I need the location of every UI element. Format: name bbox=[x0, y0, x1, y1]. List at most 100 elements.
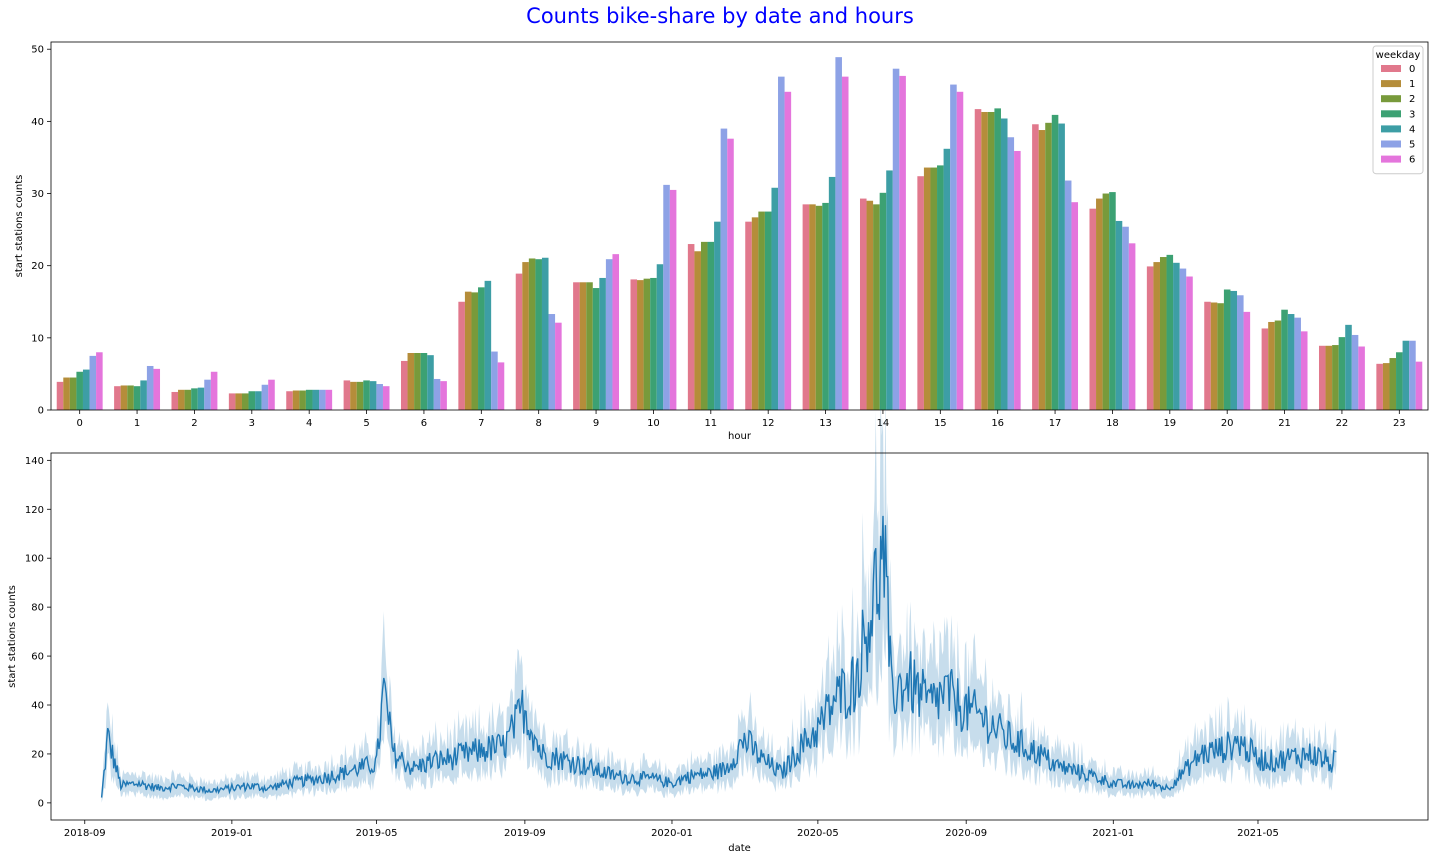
bar-y-axis-label: start stations counts bbox=[14, 175, 25, 278]
bar-hour-4-weekday-2 bbox=[299, 390, 306, 410]
bar-hour-9-weekday-6 bbox=[612, 254, 620, 410]
legend-swatch-weekday-1 bbox=[1381, 80, 1401, 88]
bar-hour-2-weekday-4 bbox=[197, 387, 205, 410]
bar-hour-23-weekday-5 bbox=[1409, 340, 1416, 410]
bar-hour-13-weekday-6 bbox=[841, 76, 849, 410]
bar-hour-23-weekday-1 bbox=[1382, 363, 1390, 410]
bar-hour-22-weekday-6 bbox=[1358, 346, 1365, 410]
bar-plot-frame bbox=[50, 41, 1429, 411]
bar-hour-13-weekday-4 bbox=[828, 176, 836, 410]
bar-hour-5-weekday-6 bbox=[382, 386, 390, 410]
bar-hour-14-weekday-2 bbox=[873, 204, 880, 410]
legend-label-weekday-5: 5 bbox=[1409, 140, 1415, 151]
legend-label-weekday-2: 2 bbox=[1409, 94, 1415, 105]
bar-hour-9-weekday-0 bbox=[573, 282, 580, 410]
bar-hour-8-weekday-0 bbox=[515, 273, 523, 410]
line-y-tick-label: 120 bbox=[25, 505, 44, 516]
line-x-axis-label: date bbox=[728, 843, 751, 854]
bar-hour-10-weekday-0 bbox=[630, 279, 638, 410]
bar-x-tick-label: 6 bbox=[421, 418, 427, 429]
line-y-tick-label: 40 bbox=[31, 701, 44, 712]
bar-hour-16-weekday-0 bbox=[974, 109, 982, 411]
legend-label-weekday-1: 1 bbox=[1409, 79, 1415, 90]
bar-hour-12-weekday-4 bbox=[771, 187, 779, 410]
bar-hour-22-weekday-3 bbox=[1338, 337, 1346, 410]
bar-hour-0-weekday-2 bbox=[69, 377, 77, 410]
bar-hour-20-weekday-1 bbox=[1210, 302, 1218, 410]
bar-hour-0-weekday-1 bbox=[63, 377, 70, 410]
bar-hour-10-weekday-6 bbox=[669, 189, 677, 410]
bar-hour-17-weekday-3 bbox=[1051, 114, 1059, 410]
bar-hour-3-weekday-3 bbox=[248, 391, 256, 410]
bar-hour-6-weekday-0 bbox=[400, 360, 408, 410]
line-y-tick-label: 20 bbox=[31, 749, 44, 760]
bar-hour-21-weekday-1 bbox=[1268, 321, 1275, 410]
bar-hour-19-weekday-1 bbox=[1153, 262, 1160, 410]
bar-x-tick-label: 9 bbox=[593, 418, 599, 429]
line-x-tick-label: 2018-09 bbox=[64, 828, 106, 839]
bar-hour-2-weekday-2 bbox=[184, 389, 192, 410]
bar-hour-15-weekday-1 bbox=[923, 167, 931, 410]
bar-hour-13-weekday-5 bbox=[835, 57, 842, 411]
bar-hour-21-weekday-3 bbox=[1281, 309, 1288, 410]
bar-x-tick-label: 7 bbox=[478, 418, 484, 429]
bar-hour-5-weekday-4 bbox=[369, 381, 377, 410]
bar-hour-4-weekday-1 bbox=[292, 390, 300, 410]
line-x-tick-label: 2021-01 bbox=[1092, 828, 1134, 839]
bar-hour-10-weekday-5 bbox=[663, 184, 670, 410]
bar-hour-7-weekday-1 bbox=[464, 291, 472, 410]
bar-hour-22-weekday-5 bbox=[1351, 334, 1359, 410]
bar-hour-19-weekday-6 bbox=[1186, 276, 1193, 410]
legend-swatch-weekday-6 bbox=[1381, 155, 1401, 163]
line-x-tick-label: 2019-01 bbox=[211, 828, 253, 839]
bar-hour-2-weekday-3 bbox=[191, 388, 198, 410]
bar-x-tick-label: 1 bbox=[134, 418, 140, 429]
legend-swatch-weekday-0 bbox=[1381, 65, 1401, 72]
bar-x-tick-label: 16 bbox=[991, 418, 1004, 429]
line-y-axis-label: start stations counts bbox=[7, 585, 18, 688]
bar-hour-16-weekday-6 bbox=[1014, 150, 1021, 410]
bar-hour-17-weekday-0 bbox=[1032, 124, 1039, 410]
bar-hour-4-weekday-6 bbox=[325, 389, 333, 410]
bar-hour-16-weekday-1 bbox=[981, 111, 988, 411]
bar-hour-21-weekday-6 bbox=[1300, 331, 1308, 410]
bar-hour-8-weekday-5 bbox=[548, 314, 556, 410]
line-y-tick-label: 0 bbox=[38, 798, 44, 809]
line-x-tick-label: 2020-05 bbox=[797, 828, 839, 839]
bar-hour-8-weekday-3 bbox=[535, 259, 542, 410]
bar-hour-0-weekday-5 bbox=[89, 355, 97, 410]
bar-hour-7-weekday-4 bbox=[484, 280, 492, 410]
bar-hour-5-weekday-2 bbox=[356, 381, 364, 410]
bar-hour-4-weekday-0 bbox=[286, 391, 293, 410]
bar-hour-20-weekday-2 bbox=[1217, 303, 1224, 410]
bar-x-tick-label: 8 bbox=[536, 418, 542, 429]
bar-hour-17-weekday-1 bbox=[1038, 130, 1046, 410]
bar-hour-23-weekday-0 bbox=[1376, 363, 1383, 410]
bar-hour-16-weekday-5 bbox=[1007, 137, 1015, 410]
bar-hour-18-weekday-2 bbox=[1102, 193, 1110, 410]
bar-hour-11-weekday-5 bbox=[720, 128, 728, 410]
bar-hour-9-weekday-4 bbox=[599, 277, 606, 410]
legend-swatch-weekday-4 bbox=[1381, 125, 1401, 133]
bar-hour-21-weekday-0 bbox=[1261, 328, 1269, 410]
bar-hour-9-weekday-1 bbox=[579, 282, 587, 410]
bar-x-tick-label: 12 bbox=[762, 418, 775, 429]
bar-hour-9-weekday-3 bbox=[592, 288, 600, 410]
bar-hour-23-weekday-6 bbox=[1415, 361, 1423, 410]
bar-hour-4-weekday-3 bbox=[305, 389, 313, 410]
line-x-tick-label: 2020-09 bbox=[945, 828, 987, 839]
bar-hour-21-weekday-4 bbox=[1287, 314, 1295, 410]
bar-hour-11-weekday-0 bbox=[687, 244, 695, 410]
bar-hour-18-weekday-3 bbox=[1109, 192, 1116, 410]
bar-hour-1-weekday-5 bbox=[146, 365, 154, 410]
bar-hour-14-weekday-1 bbox=[866, 200, 874, 410]
bar-hour-14-weekday-0 bbox=[859, 198, 867, 410]
legend-label-weekday-0: 0 bbox=[1409, 64, 1415, 75]
bar-hour-2-weekday-6 bbox=[210, 371, 218, 410]
bar-x-tick-label: 19 bbox=[1163, 418, 1176, 429]
bar-hour-0-weekday-3 bbox=[76, 371, 83, 410]
